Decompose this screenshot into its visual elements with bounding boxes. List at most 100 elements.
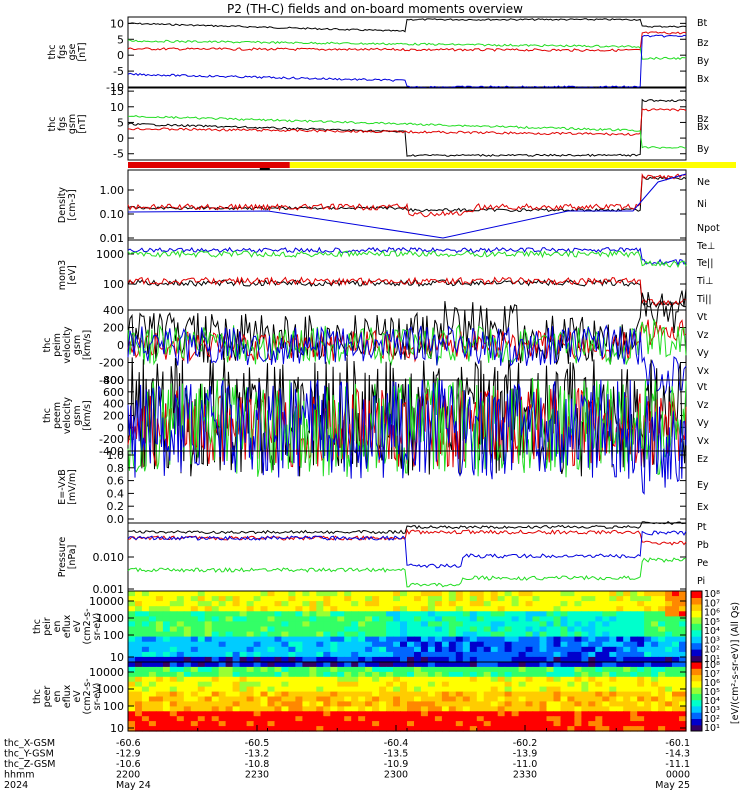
spectrogram-cell xyxy=(455,626,464,633)
colorbar-cell xyxy=(691,680,702,688)
spectrogram-cell xyxy=(281,681,289,688)
spectrogram-cell xyxy=(609,621,617,628)
spectrogram-cell xyxy=(148,666,157,673)
spectrogram-cell xyxy=(365,591,373,597)
spectrogram-cell xyxy=(651,626,659,633)
spectrogram-cell xyxy=(365,666,373,673)
spectrogram-cell xyxy=(539,726,548,732)
spectrogram-cell xyxy=(260,662,269,668)
spectrogram-cell xyxy=(407,606,415,612)
spectrogram-cell xyxy=(386,621,394,628)
spectrogram-cell xyxy=(330,591,338,597)
spectrogram-cell xyxy=(176,596,185,602)
spectrogram-cell xyxy=(407,611,415,617)
spectrogram-cell xyxy=(309,621,317,628)
ylabel-line: Pressure xyxy=(57,537,68,578)
ytick-label: 0.10 xyxy=(100,208,125,221)
spectrogram-cell xyxy=(288,686,296,693)
spectrogram-cell xyxy=(588,681,596,688)
spectrogram-cell xyxy=(407,601,415,607)
xaxis-value: 2200 xyxy=(116,770,140,781)
spectrogram-cell xyxy=(316,636,324,643)
spectrogram-cell xyxy=(232,726,241,732)
spectrogram-cell xyxy=(239,716,248,722)
spectrogram-cell xyxy=(679,646,687,653)
spectrogram-cell xyxy=(393,666,401,673)
spectrogram-cell xyxy=(302,726,310,732)
spectrogram-cell xyxy=(497,721,506,727)
spectrogram-cell xyxy=(400,676,408,683)
spectrogram-cell xyxy=(623,676,631,683)
spectrogram-cell xyxy=(546,671,555,678)
spectrogram-cell xyxy=(644,696,652,702)
spectrogram-cell xyxy=(588,601,596,607)
spectrogram-cell xyxy=(141,706,150,712)
spectrogram-cell xyxy=(323,646,331,653)
spectrogram-cell xyxy=(420,601,429,607)
spectrogram-cell xyxy=(190,691,199,698)
spectrogram-cell xyxy=(476,716,485,722)
spectrogram-cell xyxy=(518,711,527,717)
spectrogram-cell xyxy=(204,706,213,712)
spectrogram-cell xyxy=(455,701,464,707)
spectrogram-cell xyxy=(323,626,331,633)
spectrogram-cell xyxy=(379,606,387,612)
spectrogram-cell xyxy=(267,656,276,663)
spectrogram-cell xyxy=(400,671,408,678)
spectrogram-cell xyxy=(211,616,220,623)
spectrogram-cell xyxy=(518,631,527,638)
spectrogram-cell xyxy=(400,651,408,658)
ylabel-line: gsm xyxy=(72,335,83,355)
spectrogram-cell xyxy=(155,596,164,602)
spectrogram-cell xyxy=(407,721,415,727)
spectrogram-cell xyxy=(455,676,464,683)
spectrogram-cell xyxy=(190,591,199,597)
spectrogram-cell xyxy=(462,696,471,702)
spectrogram-cell xyxy=(330,686,338,693)
spectrogram-cell xyxy=(658,716,666,722)
spectrogram-cell xyxy=(414,716,422,722)
spectrogram-cell xyxy=(630,606,638,612)
spectrogram-cell xyxy=(525,686,534,693)
spectrogram-cell xyxy=(386,691,394,698)
colorbar-tick: 10⁸ xyxy=(704,660,720,671)
spectrogram-cell xyxy=(400,591,408,597)
spectrogram-cell xyxy=(141,726,150,732)
spectrogram-cell xyxy=(344,626,352,633)
spectrogram-cell xyxy=(274,662,283,668)
spectrogram-cell xyxy=(469,641,478,648)
spectrogram-cell xyxy=(239,636,248,643)
spectrogram-cell xyxy=(588,656,596,663)
spectrogram-cell xyxy=(623,681,631,688)
spectrogram-cell xyxy=(637,696,645,702)
spectrogram-cell xyxy=(351,626,359,633)
spectrogram-cell xyxy=(302,721,310,727)
spectrogram-cell xyxy=(176,676,185,683)
spectrogram-cell xyxy=(407,656,415,663)
legend-by: By xyxy=(697,56,710,67)
spectrogram-cell xyxy=(337,606,345,612)
spectrogram-cell xyxy=(665,621,673,628)
spectrogram-cell xyxy=(176,626,185,633)
spectrogram-cell xyxy=(169,646,178,653)
spectrogram-cell xyxy=(253,691,262,698)
spectrogram-cell xyxy=(358,706,366,712)
spectrogram-cell xyxy=(658,676,666,683)
spectrogram-cell xyxy=(441,721,450,727)
spectrogram-cell xyxy=(504,696,513,702)
spectrogram-cell xyxy=(532,711,541,717)
spectrogram-cell xyxy=(434,596,443,602)
spectrogram-cell xyxy=(358,596,366,602)
spectrogram-cell xyxy=(372,656,380,663)
spectrogram-cell xyxy=(288,656,296,663)
spectrogram-cell xyxy=(351,601,359,607)
spectrogram-cell xyxy=(141,636,150,643)
spectrogram-cell xyxy=(197,662,206,668)
spectrogram-cell xyxy=(267,651,276,658)
spectrogram-cell xyxy=(400,686,408,693)
spectrogram-cell xyxy=(637,662,645,668)
ylabel-line: [eV] xyxy=(67,265,78,285)
spectrogram-cell xyxy=(630,681,638,688)
spectrogram-cell xyxy=(679,691,687,698)
spectrogram-cell xyxy=(260,646,269,653)
